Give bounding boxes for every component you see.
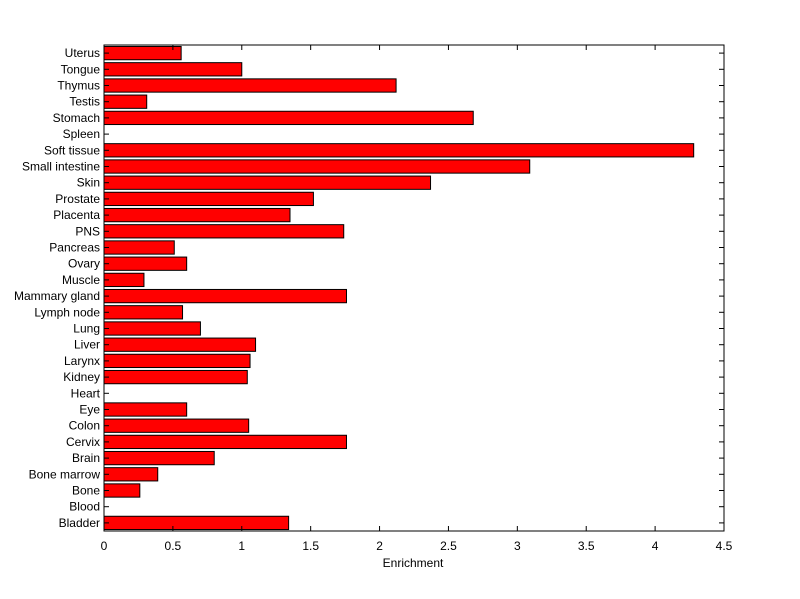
y-tick-label: Cervix xyxy=(66,435,100,449)
bar-tongue xyxy=(103,62,243,77)
y-tick-label: Blood xyxy=(69,500,100,514)
bar-larynx xyxy=(103,353,251,369)
y-tick-label: Tongue xyxy=(61,62,101,76)
bar-small-intestine xyxy=(103,159,531,174)
y-tick-label: Prostate xyxy=(55,192,100,206)
y-tick-label: Uterus xyxy=(65,46,100,60)
y-tick-label: Bone marrow xyxy=(29,467,101,481)
x-axis-label: Enrichment xyxy=(383,556,444,570)
bar-uterus xyxy=(103,45,182,61)
y-tick-label: Mammary gland xyxy=(14,289,100,303)
bar-prostate xyxy=(103,191,314,207)
bar-lymph-node xyxy=(103,305,184,320)
bar-brain xyxy=(103,450,215,466)
bar-placenta xyxy=(103,207,291,223)
x-tick-label: 0 xyxy=(101,539,108,553)
x-tick-label: 3.5 xyxy=(578,539,595,553)
bar-bladder xyxy=(103,515,290,531)
y-tick-label: Pancreas xyxy=(49,241,100,255)
x-tick-label: 4.5 xyxy=(716,539,733,553)
bar-stomach xyxy=(103,110,474,126)
bar-lung xyxy=(103,321,201,336)
plot-frame xyxy=(103,44,725,532)
bar-kidney xyxy=(103,369,248,385)
x-tick-label: 0.5 xyxy=(165,539,182,553)
y-tick-label: Skin xyxy=(77,176,100,190)
x-tick-label: 4 xyxy=(652,539,659,553)
bar-soft-tissue xyxy=(103,143,695,158)
y-tick-label: Stomach xyxy=(53,111,100,125)
y-tick-label: Colon xyxy=(69,419,100,433)
y-tick-label: Eye xyxy=(79,403,100,417)
y-tick-label: Muscle xyxy=(62,273,100,287)
bar-bone xyxy=(103,483,141,498)
bar-testis xyxy=(103,94,148,109)
bar-ovary xyxy=(103,256,188,271)
x-tick-label: 2 xyxy=(376,539,383,553)
y-tick-label: Soft tissue xyxy=(44,143,100,157)
y-tick-label: Kidney xyxy=(63,370,100,384)
y-tick-label: Ovary xyxy=(68,257,100,271)
y-ticks-group: Bladder Blood Bone Bone marrow Brain Cervix Co… xyxy=(14,46,724,530)
bar-cervix xyxy=(103,434,347,450)
bar-liver xyxy=(103,337,257,352)
bar-muscle xyxy=(103,272,145,288)
bar-thymus xyxy=(103,78,397,93)
bar-pancreas xyxy=(103,240,175,255)
x-tick-label: 1.5 xyxy=(302,539,319,553)
y-tick-label: Bladder xyxy=(59,516,100,530)
x-tick-label: 1 xyxy=(238,539,245,553)
y-tick-label: PNS xyxy=(75,224,100,238)
bar-mammary-gland xyxy=(103,288,347,304)
x-tick-label: 3 xyxy=(514,539,521,553)
x-tick-label: 2.5 xyxy=(440,539,457,553)
bar-pns xyxy=(103,224,345,239)
bar-colon xyxy=(103,418,250,433)
y-tick-label: Placenta xyxy=(53,208,100,222)
bars-group xyxy=(103,45,695,531)
y-tick-label: Larynx xyxy=(64,354,100,368)
bar-eye xyxy=(103,402,188,417)
y-tick-label: Spleen xyxy=(63,127,100,141)
y-tick-label: Testis xyxy=(69,95,100,109)
y-tick-label: Brain xyxy=(72,451,100,465)
y-tick-label: Small intestine xyxy=(22,160,100,174)
y-tick-label: Liver xyxy=(74,338,100,352)
y-tick-label: Thymus xyxy=(57,79,100,93)
y-tick-label: Heart xyxy=(71,386,101,400)
bar-bone-marrow xyxy=(103,467,159,482)
y-tick-label: Bone xyxy=(72,484,100,498)
y-tick-label: Lung xyxy=(73,322,100,336)
bar-skin xyxy=(103,175,432,190)
y-tick-label: Lymph node xyxy=(34,305,100,319)
